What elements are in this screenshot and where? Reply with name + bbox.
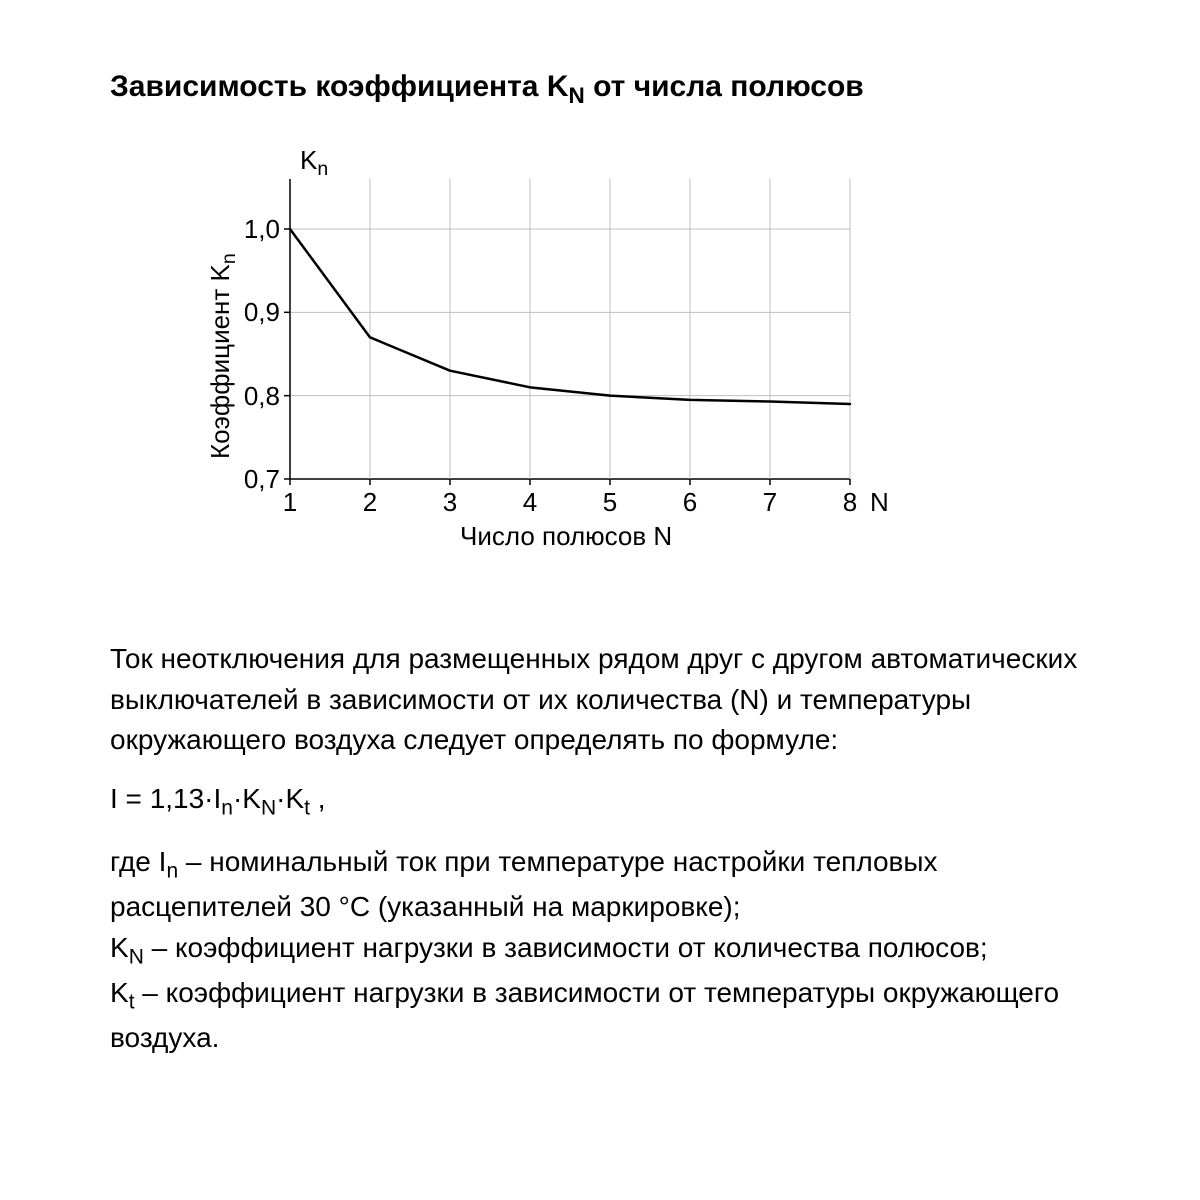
x-axis-label: Число полюсов N <box>460 521 672 552</box>
y-tick: 0,7 <box>220 464 280 495</box>
title-main: Зависимость коэффициента K <box>110 70 569 103</box>
x-tick: 5 <box>595 487 625 518</box>
x-end-label: N <box>870 487 889 518</box>
y-top-label: Kn <box>300 145 328 181</box>
x-tick: 3 <box>435 487 465 518</box>
y-tick: 0,9 <box>220 297 280 328</box>
formula: I = 1,13·In·KN·Kt , <box>110 783 1090 821</box>
y-tick: 0,8 <box>220 381 280 412</box>
paragraph-1: Ток неотключения для размещенных рядом д… <box>110 639 1090 761</box>
y-tick: 1,0 <box>220 214 280 245</box>
x-tick: 8 <box>835 487 865 518</box>
chart-svg <box>290 179 850 479</box>
title-tail: от числа полюсов <box>585 70 864 103</box>
page-title: Зависимость коэффициента KN от числа пол… <box>110 70 1090 109</box>
x-tick: 6 <box>675 487 705 518</box>
y-axis-label: Коэффициент Kn <box>205 253 241 459</box>
x-tick: 1 <box>275 487 305 518</box>
title-sub: N <box>569 83 585 108</box>
x-tick: 4 <box>515 487 545 518</box>
kn-chart: 001.com.ua Kn Коэффициент Kn 1,0 0,9 0,8… <box>170 159 1090 579</box>
x-tick: 2 <box>355 487 385 518</box>
definitions: где In – номинальный ток при температуре… <box>110 842 1090 1058</box>
x-tick: 7 <box>755 487 785 518</box>
